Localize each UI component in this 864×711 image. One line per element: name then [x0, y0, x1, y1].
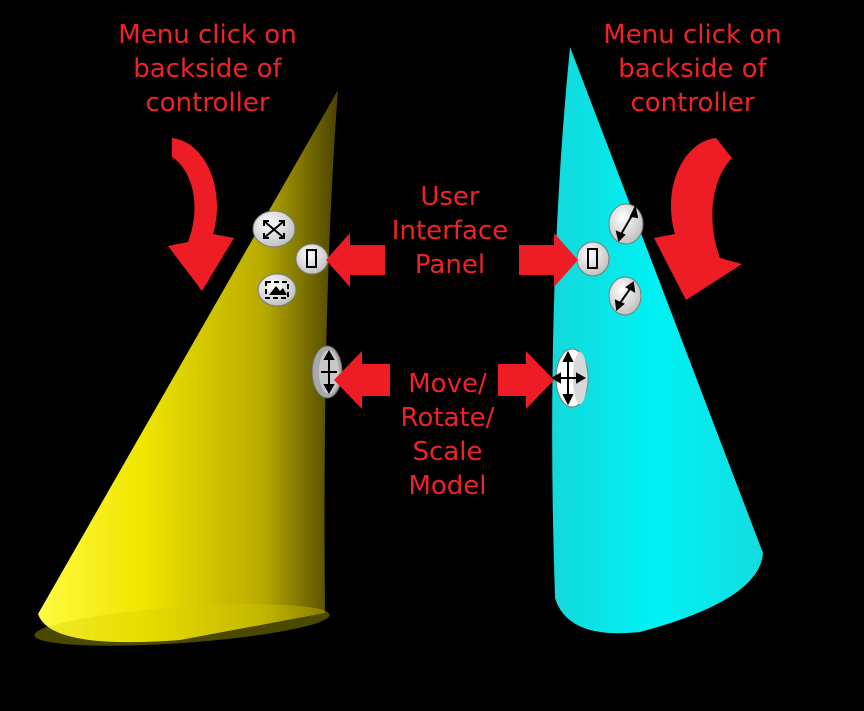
right-menu-arrow — [654, 138, 742, 300]
menu-label-left: Menu click on backside of controller — [118, 20, 297, 118]
left-move-arrows-button[interactable] — [252, 210, 296, 248]
right-expand-button[interactable] — [608, 203, 644, 245]
panel-icon — [587, 248, 598, 269]
shrink-icon — [614, 281, 636, 311]
move-rotate-scale-icon — [550, 350, 587, 406]
left-move-rotate-scale-button[interactable] — [311, 345, 343, 399]
left-image-button[interactable] — [257, 273, 297, 307]
move-rotate-scale-label: Move/ Rotate/ Scale Model — [400, 369, 495, 501]
expand-icon — [615, 205, 639, 242]
panel-icon — [306, 249, 317, 268]
move-arrows-icon — [263, 220, 285, 239]
move-arrow-right — [498, 351, 554, 409]
move-arrow-left — [334, 351, 390, 409]
right-shrink-button[interactable] — [608, 276, 642, 316]
menu-label-right: Menu click on backside of controller — [603, 20, 782, 118]
right-ui-panel-button[interactable] — [576, 241, 610, 277]
ui-panel-arrow-right — [519, 233, 578, 287]
ui-panel-label: User Interface Panel — [391, 182, 509, 280]
move-rotate-scale-icon — [321, 349, 337, 395]
left-ui-panel-button[interactable] — [295, 243, 329, 275]
right-controller-cone — [552, 47, 763, 634]
left-controller-cone — [34, 90, 338, 646]
right-move-rotate-scale-button[interactable] — [550, 348, 589, 408]
left-menu-arrow — [168, 138, 234, 291]
ui-panel-arrow-left — [326, 233, 385, 287]
image-icon — [265, 281, 289, 299]
